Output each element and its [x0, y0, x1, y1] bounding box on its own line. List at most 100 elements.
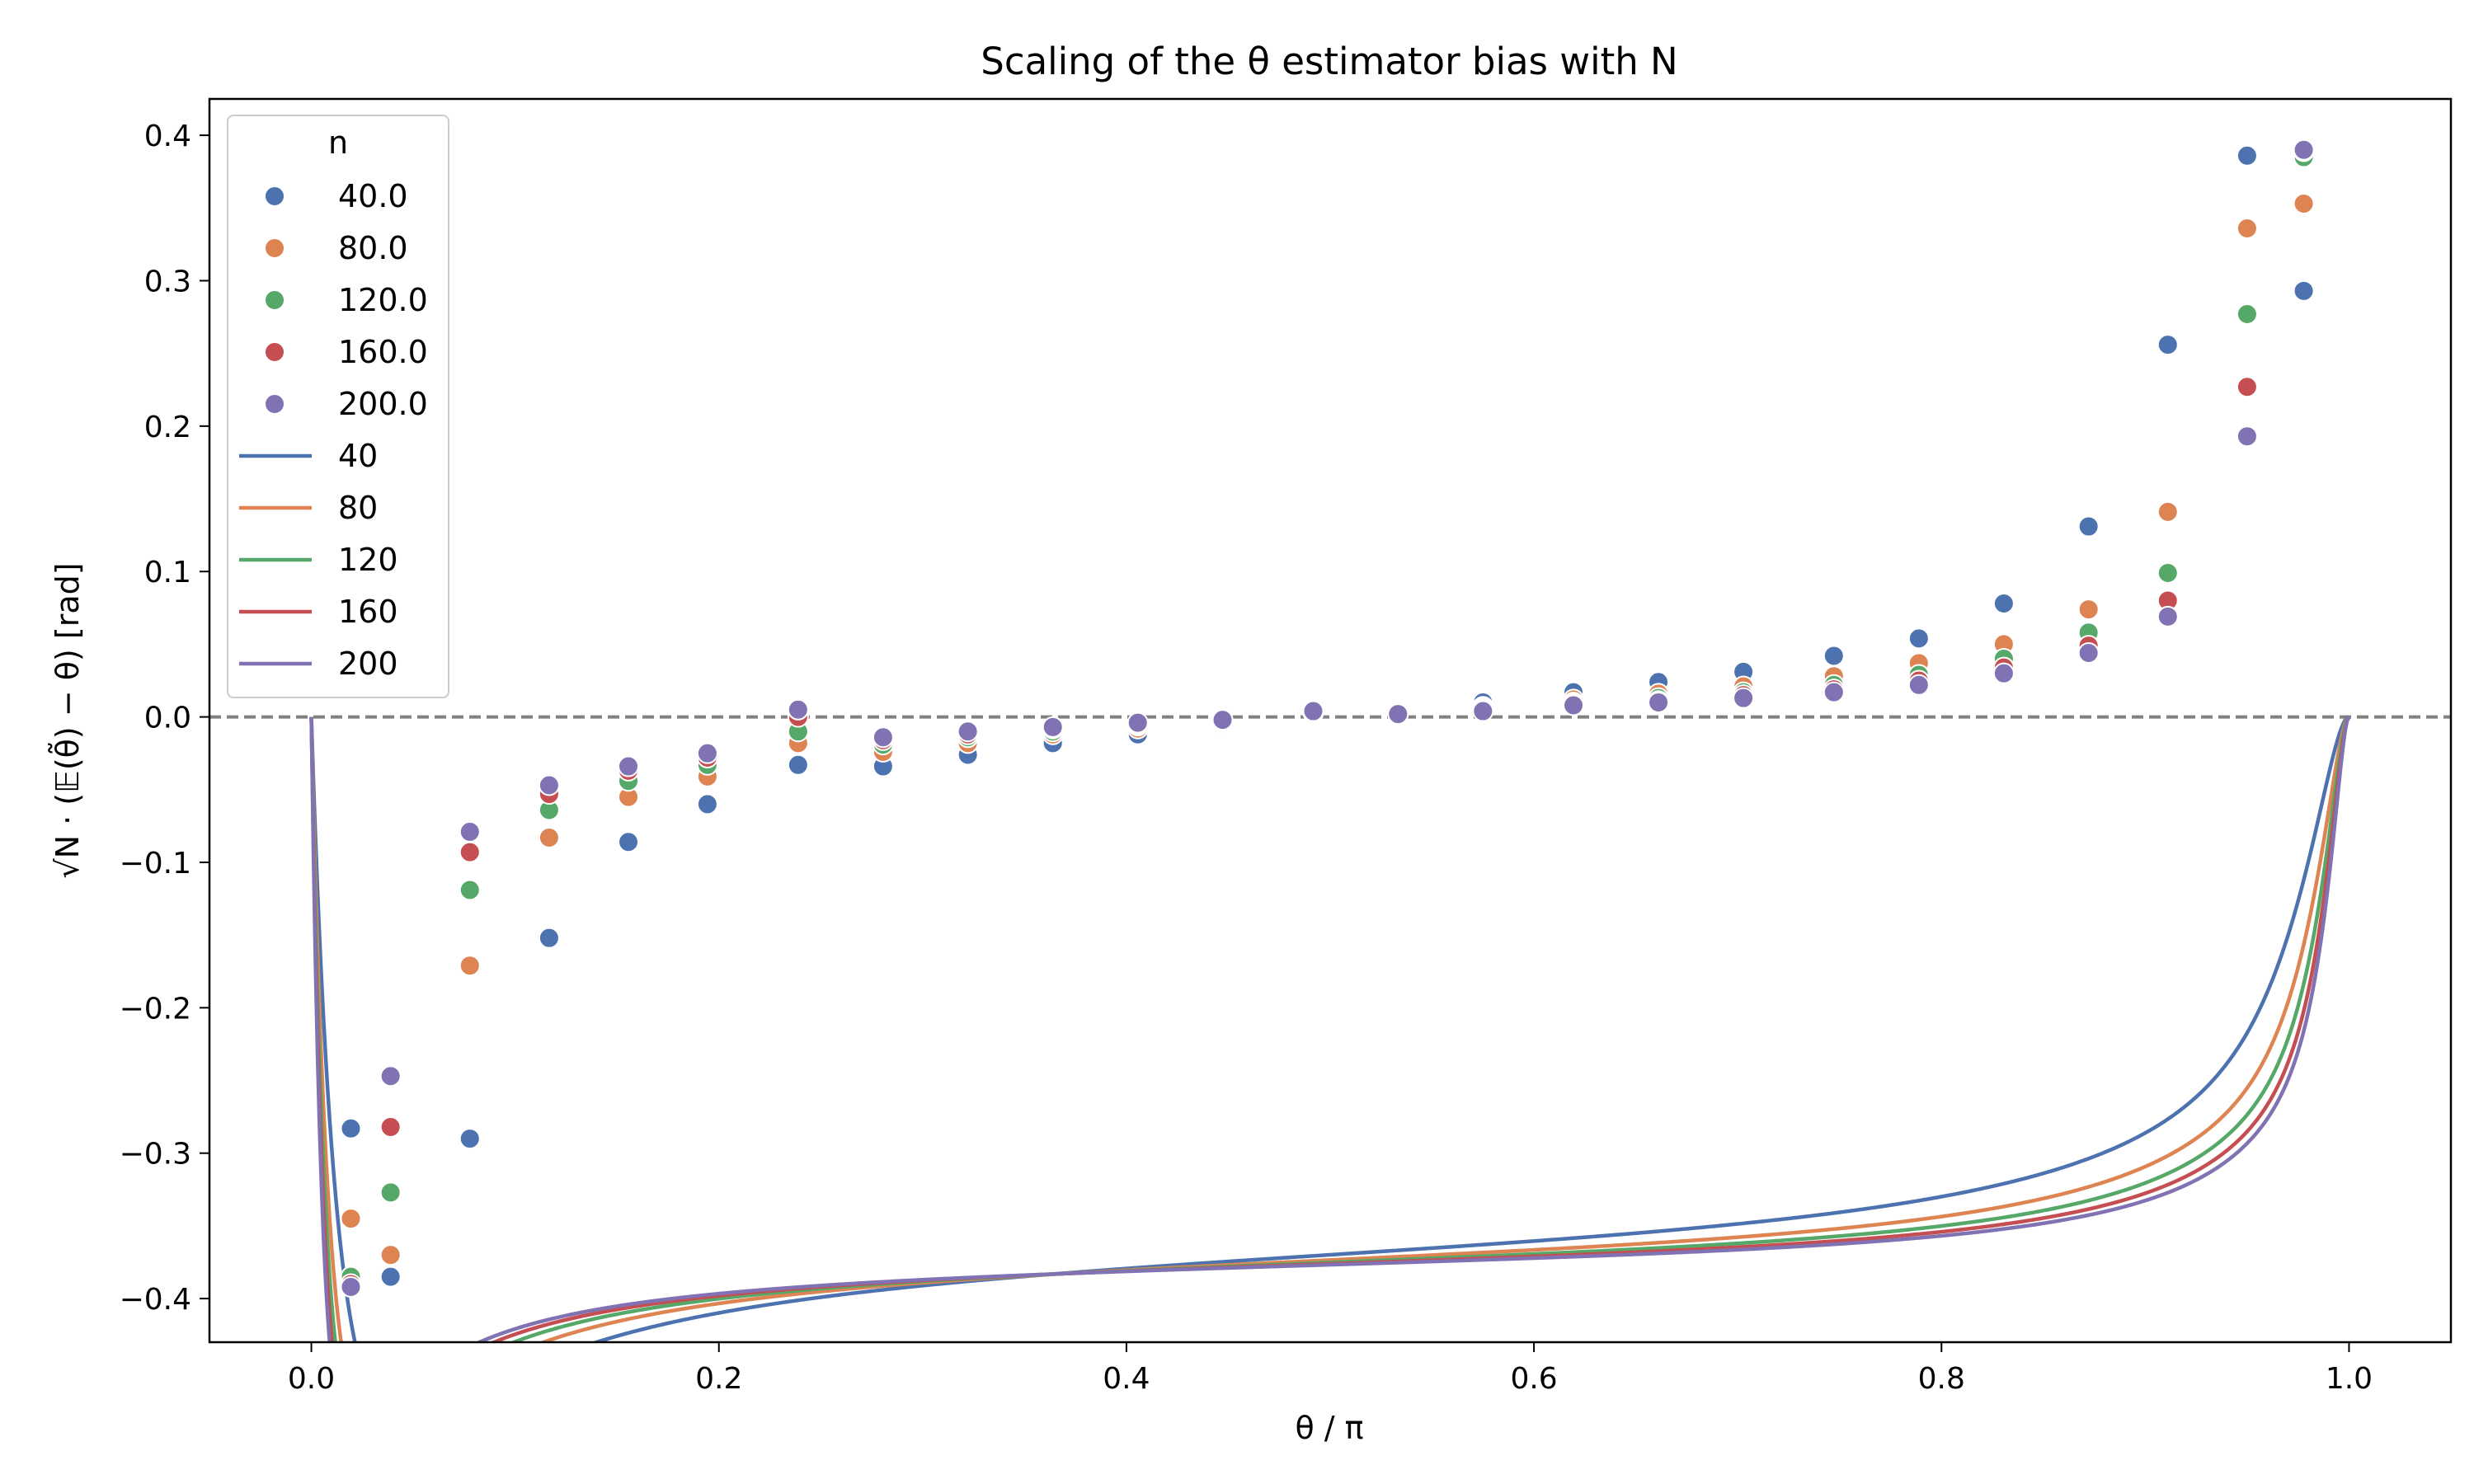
legend-marker: [264, 393, 285, 415]
legend-label: 40: [338, 438, 378, 474]
data-point: [1472, 700, 1494, 722]
data-point: [696, 742, 718, 764]
y-tick-label: −0.1: [120, 847, 191, 881]
y-axis-label: √N · (𝔼(θ̃) − θ) [rad]: [49, 562, 86, 878]
line-series-40: [309, 715, 2350, 1342]
data-point: [2236, 303, 2258, 326]
data-point: [2157, 500, 2179, 523]
data-point: [2293, 192, 2315, 214]
scatter-series-200-0: [340, 139, 2315, 1298]
data-point: [1907, 627, 1930, 650]
data-point: [1042, 716, 1064, 738]
legend-marker: [264, 186, 285, 207]
legend-label: 160: [338, 594, 398, 630]
line-series-200: [309, 716, 2351, 1342]
legend-marker: [264, 237, 285, 259]
data-point: [459, 1128, 481, 1150]
data-point: [1992, 593, 2015, 615]
x-axis-label: θ / π: [1295, 1410, 1363, 1446]
data-point: [1126, 711, 1149, 734]
scatter-series-80-0: [340, 192, 2315, 1266]
legend-box: [227, 115, 449, 698]
line-series-80: [309, 715, 2350, 1342]
y-tick-label: 0.4: [144, 120, 191, 153]
data-point: [1823, 645, 1845, 667]
data-point: [340, 1275, 362, 1298]
data-point: [340, 1208, 362, 1230]
x-tick-label: 1.0: [2326, 1362, 2373, 1396]
legend-marker: [264, 289, 285, 311]
x-tick-label: 0.0: [288, 1362, 335, 1396]
data-point: [538, 826, 560, 848]
legend-label: 200: [338, 646, 398, 682]
data-point: [1648, 691, 1670, 713]
data-point: [1823, 681, 1845, 703]
y-tick-label: 0.2: [144, 411, 191, 444]
data-point: [1907, 674, 1930, 696]
legend-label: 40.0: [338, 178, 408, 214]
y-tick-label: −0.3: [120, 1138, 191, 1172]
x-tick-label: 0.8: [1918, 1362, 1965, 1396]
data-point: [379, 1181, 402, 1204]
legend: n 40.0 80.0 120.0 160.0 200.0 40 80 120 160 200: [227, 115, 449, 698]
legend-marker: [264, 341, 285, 363]
data-point: [2236, 144, 2258, 167]
data-point: [459, 841, 481, 863]
legend-label: 80.0: [338, 230, 408, 266]
plot-area: [209, 139, 2451, 1342]
data-point: [1211, 709, 1234, 731]
data-point: [2293, 139, 2315, 161]
legend-label: 80: [338, 490, 378, 526]
data-point: [2236, 425, 2258, 448]
data-point: [618, 755, 640, 777]
data-point: [379, 1065, 402, 1087]
data-point: [2077, 599, 2100, 621]
data-point: [538, 774, 560, 796]
x-tick-label: 0.4: [1103, 1362, 1150, 1396]
x-axis: 0.0 0.2 0.4 0.6 0.8 1.0: [288, 1342, 2373, 1396]
data-point: [1992, 662, 2015, 684]
data-point: [1387, 703, 1409, 726]
data-point: [1563, 694, 1585, 716]
data-point: [787, 754, 809, 776]
legend-label: 120.0: [338, 282, 428, 318]
data-point: [696, 793, 718, 815]
data-point: [2157, 561, 2179, 584]
data-point: [2236, 376, 2258, 398]
y-axis: 0.4 0.3 0.2 0.1 0.0 −0.1 −0.2 −0.3 −0.4: [120, 120, 209, 1317]
line-series-120: [309, 716, 2351, 1342]
x-tick-label: 0.6: [1510, 1362, 1557, 1396]
data-point: [2293, 279, 2315, 302]
axes-frame: [208, 97, 2453, 1344]
data-point: [1302, 700, 1324, 722]
data-point: [2077, 515, 2100, 538]
y-tick-label: 0.1: [144, 556, 191, 589]
data-point: [2157, 605, 2179, 627]
data-point: [2157, 334, 2179, 356]
data-point: [2077, 641, 2100, 664]
chart-title: Scaling of the θ estimator bias with N: [981, 40, 1677, 83]
data-point: [787, 698, 809, 721]
data-point: [957, 721, 979, 743]
y-tick-label: 0.3: [144, 265, 191, 298]
line-series-160: [309, 716, 2351, 1342]
data-point: [379, 1266, 402, 1288]
data-point: [618, 831, 640, 853]
data-point: [2236, 217, 2258, 239]
data-point: [379, 1115, 402, 1138]
data-point: [1733, 687, 1755, 709]
data-point: [340, 1117, 362, 1139]
data-point: [459, 879, 481, 901]
data-point: [538, 927, 560, 949]
legend-title: n: [328, 124, 348, 161]
data-point: [872, 726, 894, 749]
data-point: [459, 820, 481, 843]
data-point: [379, 1244, 402, 1266]
x-tick-label: 0.2: [695, 1362, 742, 1396]
legend-label: 200.0: [338, 386, 428, 422]
data-point: [459, 955, 481, 977]
legend-label: 120: [338, 542, 398, 578]
legend-label: 160.0: [338, 334, 428, 370]
y-tick-label: 0.0: [144, 702, 191, 735]
